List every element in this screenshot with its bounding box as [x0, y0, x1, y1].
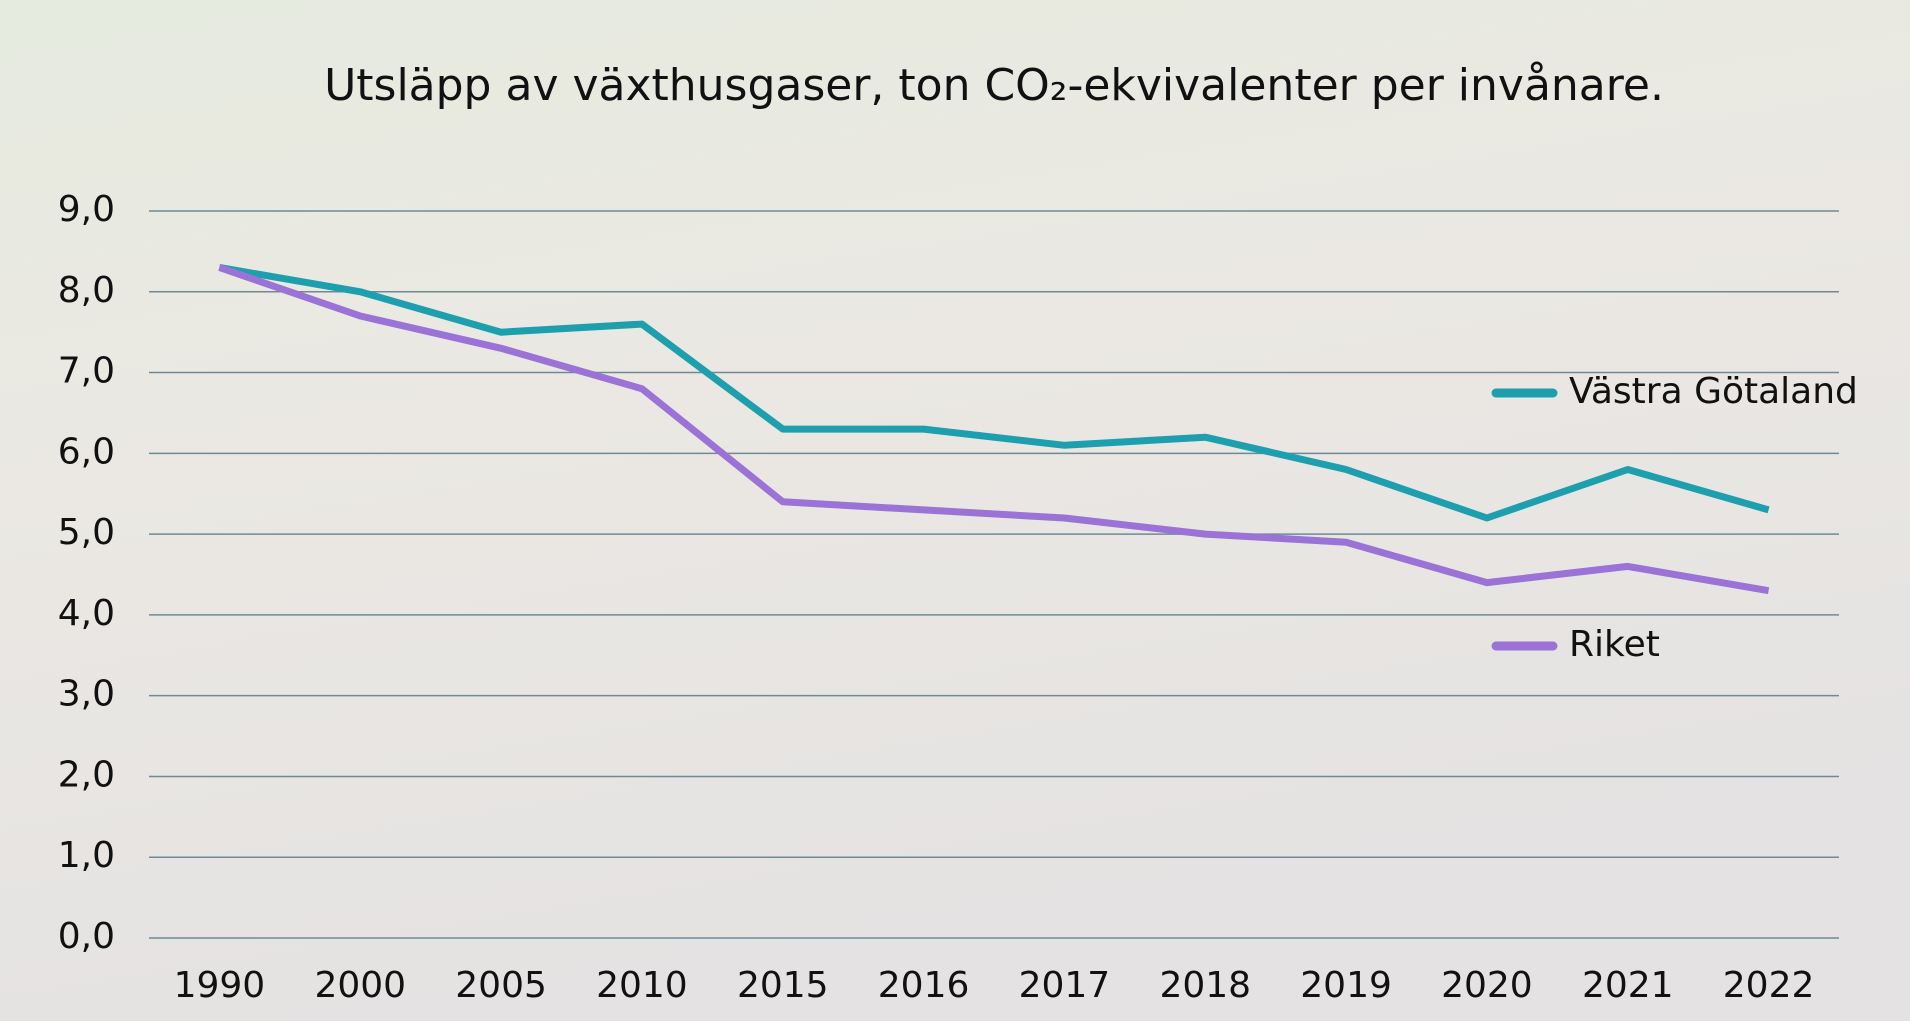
y-tick-label: 8,0 — [58, 270, 115, 311]
y-tick-label: 5,0 — [58, 512, 115, 553]
y-tick-label: 3,0 — [58, 674, 115, 715]
x-tick-label: 1990 — [174, 965, 266, 1006]
x-tick-label: 2000 — [314, 965, 406, 1006]
x-tick-label: 2019 — [1300, 965, 1392, 1006]
y-tick-label: 2,0 — [58, 754, 115, 795]
x-tick-label: 2020 — [1441, 965, 1533, 1006]
x-tick-label: 2022 — [1723, 965, 1815, 1006]
y-tick-label: 6,0 — [58, 431, 115, 472]
chart: Utsläpp av växthusgaser, ton CO₂-ekvival… — [0, 0, 1910, 1021]
legend-label: Riket — [1569, 624, 1660, 665]
x-tick-label: 2017 — [1019, 965, 1111, 1006]
x-tick-label: 2010 — [596, 965, 688, 1006]
y-tick-label: 7,0 — [58, 351, 115, 392]
y-tick-label: 9,0 — [58, 189, 115, 230]
x-tick-label: 2005 — [455, 965, 547, 1006]
x-tick-label: 2021 — [1582, 965, 1674, 1006]
y-tick-label: 1,0 — [58, 835, 115, 876]
chart-title: Utsläpp av växthusgaser, ton CO₂-ekvival… — [324, 60, 1664, 111]
x-tick-label: 2018 — [1159, 965, 1251, 1006]
legend-label: Västra Götaland — [1569, 371, 1858, 412]
x-tick-label: 2016 — [878, 965, 970, 1006]
page: Utsläpp av växthusgaser, ton CO₂-ekvival… — [0, 0, 1910, 1021]
x-tick-label: 2015 — [737, 965, 829, 1006]
y-tick-label: 4,0 — [58, 593, 115, 634]
y-tick-label: 0,0 — [58, 916, 115, 957]
